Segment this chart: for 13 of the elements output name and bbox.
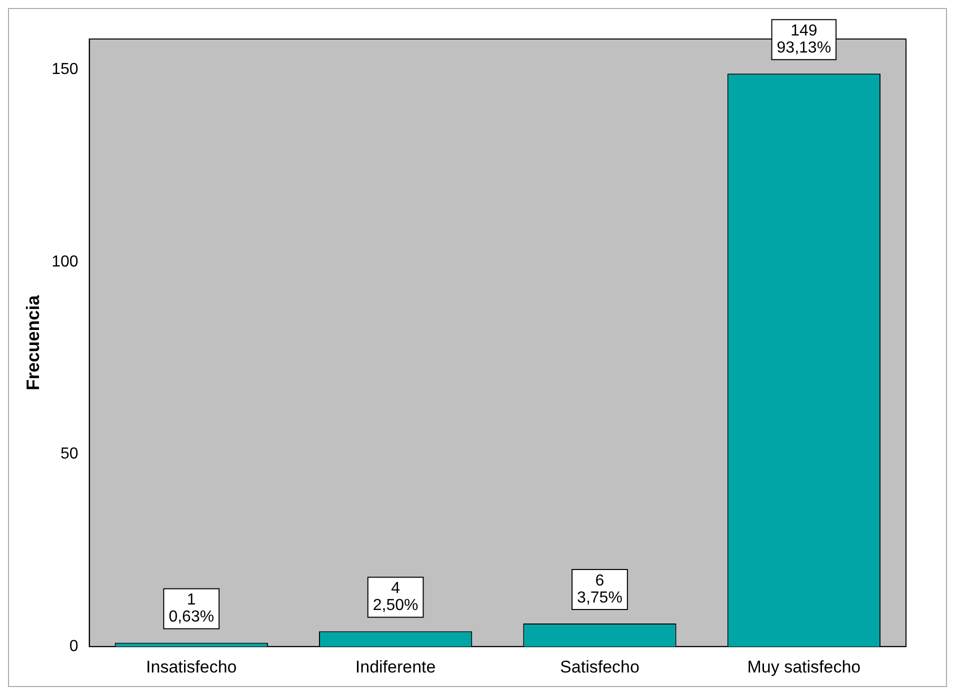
y-tick-label: 100 (52, 253, 78, 270)
y-axis-title: Frecuencia (22, 294, 43, 390)
x-tick-label: Insatisfecho (146, 657, 237, 676)
x-tick-label: Indiferente (355, 657, 436, 676)
y-tick-label: 50 (60, 446, 78, 463)
y-tick-label: 150 (52, 61, 78, 78)
data-label: 6 3,75% (577, 572, 622, 606)
y-tick-label: 0 (69, 638, 78, 656)
x-tick-label: Muy satisfecho (747, 657, 861, 676)
data-label: 4 2,50% (372, 580, 418, 614)
data-label: 1 0,63% (168, 592, 214, 626)
x-tick-label: Satisfecho (560, 657, 640, 676)
data-label: 149 93,13% (776, 22, 832, 57)
